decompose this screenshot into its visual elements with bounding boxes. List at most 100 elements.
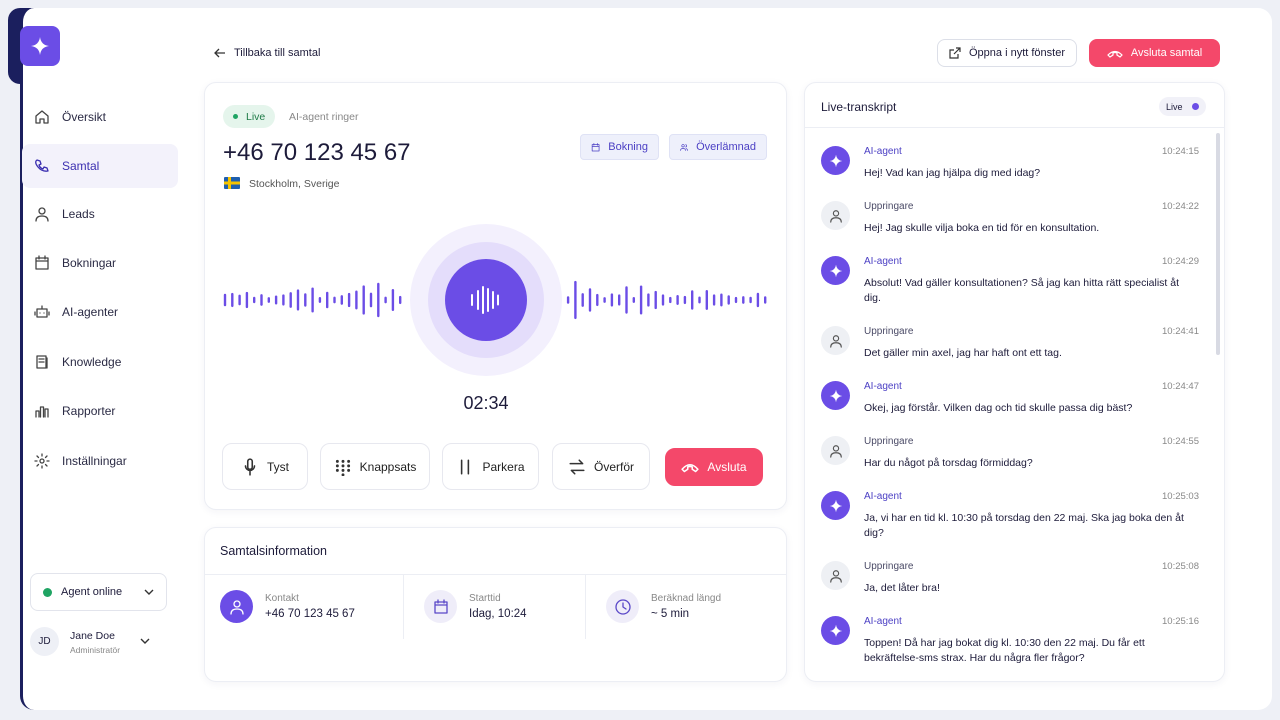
message-text: Hej! Jag skulle vilja boka en tid för en… <box>864 222 1100 234</box>
tag[interactable]: Bokning <box>580 134 659 160</box>
flag <box>224 177 240 189</box>
transcript-badge: Live <box>1159 97 1206 116</box>
nav-item[interactable]: Samtal <box>22 144 178 188</box>
icon <box>34 453 50 469</box>
badge-text: Live <box>1166 101 1183 112</box>
message-time: 10:24:41 <box>1162 326 1199 337</box>
agent-status[interactable]: Agent online <box>30 573 167 611</box>
control-button[interactable]: Knappsats <box>320 443 430 490</box>
open-window-button[interactable]: Öppna i nytt fönster <box>937 39 1077 67</box>
tag[interactable]: Överlämnad <box>669 134 767 160</box>
live-text: Live <box>246 110 266 123</box>
nav-item[interactable]: Översikt <box>22 95 178 139</box>
logo-icon <box>31 37 49 55</box>
message-text: Har du något på torsdag förmiddag? <box>864 457 1033 469</box>
tag-label: Överlämnad <box>696 141 756 153</box>
control-label: Avsluta <box>707 460 747 474</box>
nav-item[interactable]: Leads <box>22 192 178 236</box>
user-chevron[interactable] <box>140 638 150 644</box>
field-label: Starttid <box>469 593 501 604</box>
nav-item[interactable]: Bokningar <box>22 241 178 285</box>
control-button[interactable]: Överför <box>552 443 650 490</box>
back-link[interactable]: Tillbaka till samtal <box>214 45 320 61</box>
hangup-icon <box>1106 50 1123 58</box>
icon <box>335 459 350 476</box>
user-role: Administratör <box>70 645 121 655</box>
info-title: Samtalsinformation <box>220 544 327 558</box>
message-avatar <box>821 616 850 645</box>
back-icon <box>214 48 225 58</box>
icon <box>36 355 48 369</box>
control-button[interactable]: Tyst <box>222 443 308 490</box>
field-label: Kontakt <box>265 593 299 604</box>
ai-icon <box>829 389 842 402</box>
message-speaker: Uppringare <box>864 201 914 212</box>
message-text: Ja, vi har en tid kl. 10:30 på torsdag d… <box>864 512 1184 539</box>
message: AI-agent 10:24:29 Absolut! Vad gäller kons… <box>821 256 1199 306</box>
user-name: Jane Doe <box>70 630 115 642</box>
icon <box>681 463 700 473</box>
message-head: AI-agent 10:24:15 <box>864 146 1199 162</box>
icon <box>461 458 470 475</box>
status-dot <box>43 587 52 597</box>
message-time: 10:24:55 <box>1162 436 1199 447</box>
waveform <box>223 224 767 376</box>
message-time: 10:25:03 <box>1162 491 1199 502</box>
ai-icon <box>829 264 842 277</box>
open-icon <box>949 47 961 59</box>
logo[interactable] <box>20 26 60 66</box>
message-time: 10:25:08 <box>1162 561 1199 572</box>
status-text: Agent online <box>61 586 123 598</box>
message-head: AI-agent 10:25:03 <box>864 491 1199 507</box>
message-text: Det gäller min axel, jag har haft ont et… <box>864 347 1062 359</box>
nav-item[interactable]: Knowledge <box>22 340 178 384</box>
message-head: Uppringare 10:25:08 <box>864 561 1199 577</box>
icon <box>829 444 842 458</box>
icon <box>35 110 49 124</box>
nav-label: Knowledge <box>62 355 122 369</box>
end-call-button[interactable]: Avsluta samtal <box>1089 39 1220 67</box>
icon <box>35 207 49 222</box>
message-speaker: Uppringare <box>864 436 914 447</box>
open-text: Öppna i nytt fönster <box>969 47 1065 59</box>
field-value: +46 70 123 45 67 <box>265 608 355 620</box>
field-icon <box>220 590 253 623</box>
message: Uppringare 10:24:41 Det gäller min axel, j… <box>821 326 1199 361</box>
message-avatar <box>821 326 850 355</box>
icon <box>680 143 688 151</box>
message-body: Uppringare 10:24:22 Hej! Jag skulle vilja … <box>864 201 1199 236</box>
message: AI-agent 10:25:03 Ja, vi har en tid kl. 10… <box>821 491 1199 541</box>
icon <box>35 255 49 270</box>
message-time: 10:24:22 <box>1162 201 1199 212</box>
icon <box>35 159 49 172</box>
nav-item[interactable]: Rapporter <box>22 389 178 433</box>
message-avatar <box>821 256 850 285</box>
message-body: Uppringare 10:24:55 Har du något på torsda… <box>864 436 1199 471</box>
message-text: Hej! Vad kan jag hjälpa dig med idag? <box>864 167 1041 179</box>
icon <box>229 599 244 615</box>
message-time: 10:24:15 <box>1162 146 1199 157</box>
message-body: AI-agent 10:24:29 Absolut! Vad gäller kons… <box>864 256 1199 306</box>
message-time: 10:24:29 <box>1162 256 1199 267</box>
message-avatar <box>821 381 850 410</box>
user-avatar[interactable]: JD <box>30 627 59 656</box>
control-button[interactable]: Avsluta <box>665 448 763 486</box>
field-value: Idag, 10:24 <box>469 608 527 620</box>
phone-number: +46 70 123 45 67 <box>223 139 411 166</box>
message-avatar <box>821 146 850 175</box>
message-text: Absolut! Vad gäller konsultationen? Så j… <box>864 277 1179 304</box>
nav-item[interactable]: AI-agenter <box>22 290 178 334</box>
nav-item[interactable]: Inställningar <box>22 439 178 483</box>
message-text: Toppen! Då har jag bokat dig kl. 10:30 d… <box>864 637 1145 664</box>
scrollbar[interactable] <box>1216 133 1220 355</box>
icon <box>244 457 256 476</box>
message-head: Uppringare 10:24:22 <box>864 201 1199 217</box>
message-avatar <box>821 201 850 230</box>
message-speaker: AI-agent <box>864 146 902 157</box>
info-divider <box>205 574 786 575</box>
badge-dot <box>1192 103 1199 110</box>
message: Uppringare 10:24:55 Har du något på torsda… <box>821 436 1199 471</box>
field-label: Beräknad längd <box>651 593 722 604</box>
control-button[interactable]: Parkera <box>442 443 539 490</box>
message-time: 10:24:47 <box>1162 381 1199 392</box>
